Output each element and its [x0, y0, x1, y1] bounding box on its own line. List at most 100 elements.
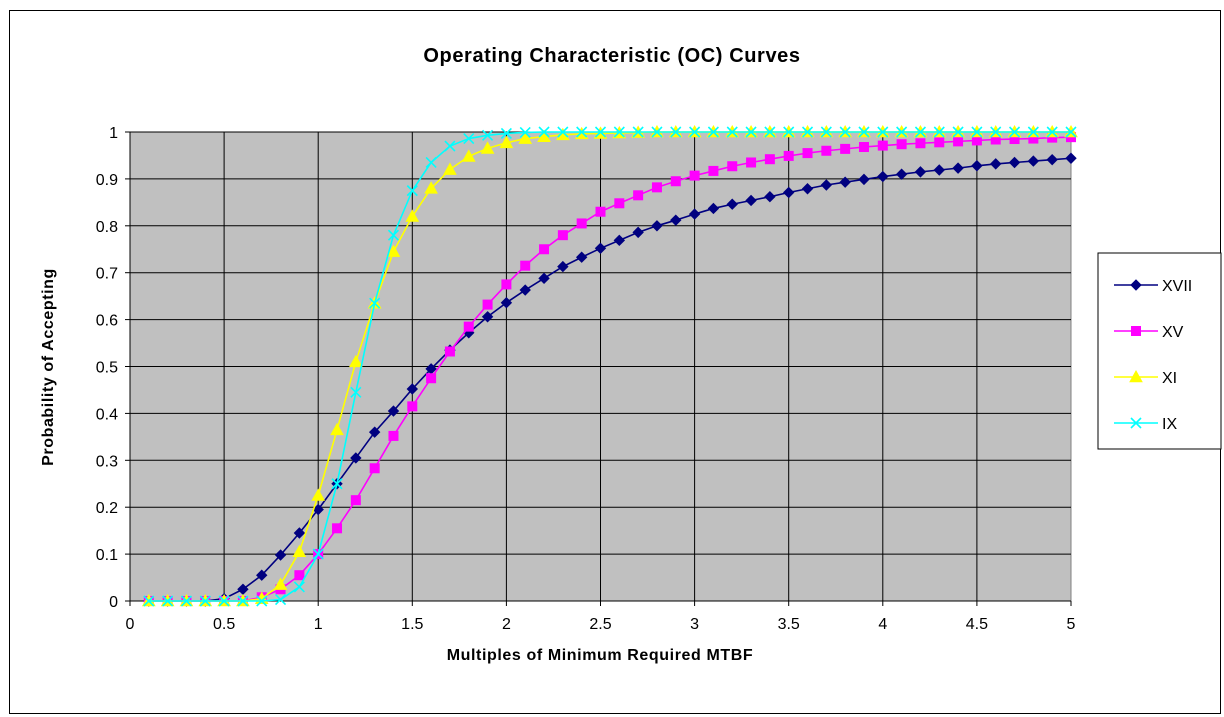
data-point [877, 126, 889, 138]
data-point [331, 478, 343, 490]
data-point [764, 126, 776, 138]
data-point [481, 311, 494, 323]
x-tick-label: 1.5 [401, 616, 423, 633]
y-tick-label: 0 [109, 594, 118, 611]
data-point [651, 126, 663, 138]
x-tick-label: 4 [878, 616, 887, 633]
legend-label: IX [1162, 416, 1177, 433]
legend-label: XI [1162, 370, 1177, 387]
data-point [482, 299, 493, 310]
data-point [539, 244, 550, 255]
x-tick-label: 0.5 [213, 616, 235, 633]
data-point [557, 126, 569, 138]
data-point [557, 260, 569, 273]
legend-label: XVII [1162, 278, 1192, 295]
data-point [783, 150, 794, 161]
data-point [406, 383, 419, 395]
data-point [952, 126, 964, 138]
data-point [670, 176, 681, 187]
data-point [143, 595, 155, 607]
data-point [519, 126, 531, 139]
data-point [499, 135, 514, 149]
data-point [518, 131, 533, 144]
x-axis-ticks: 0 0.5 1 1.5 2 2.5 3 3.5 4 4.5 5 [126, 600, 1076, 633]
y-axis-ticks: 0 0.1 0.2 0.3 0.4 0.5 0.6 0.7 0.8 0.9 1 [96, 125, 131, 611]
data-point [424, 181, 438, 194]
data-point [463, 133, 475, 145]
data-point [1065, 152, 1077, 164]
data-point [726, 198, 738, 210]
data-point [1046, 153, 1058, 166]
data-point [764, 154, 775, 165]
data-point [613, 126, 625, 138]
data-point [406, 185, 418, 197]
data-point [1065, 126, 1077, 138]
legend-item-xv: XV [1114, 324, 1184, 341]
chart-title: Operating Characteristic (OC) Curves [423, 45, 800, 67]
series-xvii [143, 152, 1077, 607]
data-point [293, 527, 306, 539]
data-point [632, 126, 644, 138]
data-point [914, 126, 927, 138]
data-point [839, 126, 851, 138]
data-point [576, 218, 587, 229]
data-point [1046, 126, 1058, 138]
data-point [538, 272, 550, 285]
data-point [840, 143, 851, 154]
data-point [745, 126, 757, 138]
data-point [651, 182, 662, 193]
data-point [1027, 126, 1039, 138]
y-tick-label: 0.7 [96, 266, 118, 283]
data-point [368, 426, 381, 438]
data-point [934, 137, 945, 148]
x-tick-label: 2.5 [589, 616, 611, 633]
data-point [707, 126, 719, 138]
data-point [933, 164, 945, 176]
data-point [670, 214, 682, 226]
data-point [274, 594, 287, 606]
data-point [952, 162, 964, 174]
data-point [895, 168, 908, 180]
data-point [707, 202, 720, 215]
data-point [782, 186, 795, 199]
data-point [218, 595, 230, 607]
data-point [369, 297, 381, 309]
data-point [387, 229, 400, 241]
y-tick-label: 0.1 [96, 547, 118, 564]
legend-marker [1130, 279, 1142, 291]
data-point [274, 549, 287, 561]
data-point [444, 346, 455, 357]
data-point [783, 126, 795, 138]
legend-item-ix: IX [1114, 416, 1177, 433]
data-point [576, 126, 588, 138]
data-point [500, 127, 512, 139]
data-point [688, 208, 701, 220]
x-tick-label: 3 [690, 616, 699, 633]
data-point [1008, 126, 1021, 138]
x-tick-label: 4.5 [966, 616, 988, 633]
data-point [407, 401, 418, 412]
data-point [745, 194, 757, 207]
data-point [708, 165, 719, 176]
legend-item-xi: XI [1114, 369, 1177, 387]
data-point [180, 595, 193, 607]
data-point [538, 126, 550, 138]
data-point [896, 126, 908, 138]
data-point [387, 405, 400, 417]
data-point [670, 126, 682, 138]
data-point [256, 595, 268, 607]
data-point [633, 190, 644, 201]
data-point [237, 595, 249, 607]
data-point [480, 141, 495, 154]
legend-box [1097, 252, 1222, 450]
data-point [293, 581, 305, 593]
data-point [877, 140, 888, 151]
legend-label: XV [1162, 324, 1184, 341]
y-tick-label: 0.5 [96, 360, 118, 377]
data-point [330, 422, 344, 436]
data-point [332, 523, 343, 534]
data-point [746, 157, 757, 168]
data-point [614, 198, 625, 209]
series-ix [143, 126, 1077, 607]
data-point [821, 145, 832, 156]
